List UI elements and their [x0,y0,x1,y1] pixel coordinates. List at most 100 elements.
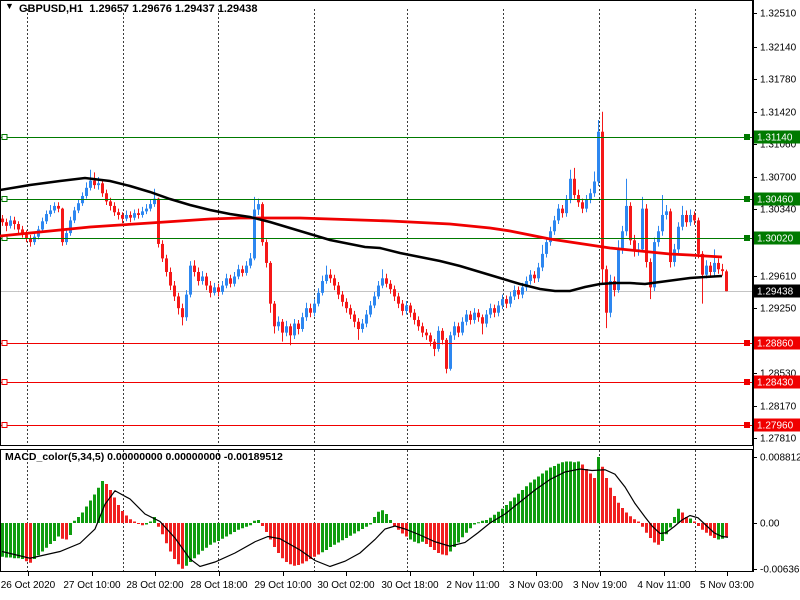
candle-body [529,274,532,282]
candle-body [589,193,592,200]
candle-body [221,285,224,292]
macd-histogram-bar [33,523,36,559]
symbol-dropdown-icon[interactable]: ▼ [5,1,14,11]
support-resistance-line-green-right-handle[interactable] [744,134,750,140]
support-resistance-line-green-left-handle[interactable] [1,134,8,140]
time-tick-label: 3 Nov 03:00 [509,580,563,591]
time-tick-label: 28 Oct 18:00 [190,580,248,591]
macd-histogram-bar [29,523,32,563]
candle-body [701,253,704,275]
price-tick-label: 1.28170 [760,402,797,413]
macd-histogram-bar [357,523,360,532]
macd-histogram-bar [605,478,608,523]
macd-histogram-bar [541,473,544,523]
macd-histogram-bar [421,523,424,542]
current-bid-price-box [754,284,800,298]
price-tick-label: 1.28530 [760,369,797,380]
macd-histogram-bar [9,523,12,558]
support-resistance-line-green-right-handle[interactable] [744,235,750,241]
candle-body [373,296,376,306]
moving-average-red [0,216,723,259]
macd-histogram-bar [17,523,20,559]
candle-body [237,269,240,277]
candle-body [105,193,108,202]
candle-body [189,265,192,295]
current-bid-price-label: 1.29438 [757,287,794,298]
candle-body [205,276,208,286]
candle-body [665,211,668,215]
candle-body [353,314,356,322]
support-resistance-line-red-left-handle[interactable] [1,379,8,385]
candle-body [557,208,560,221]
macd-histogram-bar [577,461,580,523]
macd-histogram-bar [145,523,148,525]
macd-histogram-bar [529,482,532,523]
support-resistance-line-green-left-handle[interactable] [1,196,8,202]
candle-body [73,210,76,221]
macd-histogram-bar [601,466,604,523]
price-tick-label: 1.30340 [760,205,797,216]
candle-body [461,321,464,333]
macd-histogram-bar [701,523,704,530]
chart-title-ohlc: GBPUSD,H1 1.29657 1.29676 1.29437 1.2943… [19,3,258,15]
macd-histogram-bar [301,523,304,564]
macd-histogram-bar [197,523,200,555]
candle-body [113,205,116,213]
candle-body [417,319,420,327]
time-tick-label: 27 Oct 10:00 [63,580,121,591]
macd-histogram-bar [13,523,16,559]
macd-histogram-bar [561,462,564,523]
macd-histogram-bar [445,523,448,556]
candle-body [69,220,72,234]
candle-body [625,205,628,232]
macd-histogram-bar [509,501,512,523]
macd-histogram-bar [109,490,112,523]
candle-body [601,131,604,270]
support-resistance-line-red-right-handle[interactable] [744,422,750,428]
candle-body [725,271,728,292]
candle-body [285,326,288,333]
macd-histogram-bar [661,523,664,541]
macd-histogram-bar [453,523,456,547]
macd-histogram-bar [557,463,560,523]
time-tick-label: 28 Oct 02:00 [126,580,184,591]
macd-histogram-bar [169,523,172,552]
candle-body [409,305,412,313]
macd-histogram-bar [253,520,256,523]
macd-histogram-bar [173,523,176,559]
support-resistance-line-red-right-handle[interactable] [744,379,750,385]
macd-histogram-bar [705,523,708,533]
candle-body [161,243,164,259]
candle-body [317,292,320,304]
macd-histogram-bar [149,521,152,523]
support-resistance-line-red-right-handle[interactable] [744,340,750,346]
support-resistance-line-green-right-handle[interactable] [744,196,750,202]
candle-body [249,258,252,266]
price-tick-label: 1.31780 [760,75,797,86]
macd-histogram-bar [377,511,380,523]
macd-histogram-bar [141,523,144,526]
candle-body [197,271,200,282]
candle-body [709,265,712,272]
candle-body [149,204,152,209]
macd-histogram-bar [693,521,696,523]
macd-histogram-bar [545,470,548,523]
support-resistance-line-red-left-handle[interactable] [1,340,8,346]
time-tick-label: 4 Nov 11:00 [637,580,691,591]
candle-body [61,208,64,243]
macd-histogram-bar [157,523,160,527]
macd-histogram-bar [725,523,728,538]
macd-histogram-bar [609,487,612,523]
candle-body [381,278,384,286]
candle-body [469,314,472,320]
macd-histogram-bar [565,461,568,523]
macd-histogram-bar [97,487,100,523]
candle-body [565,199,568,214]
macd-histogram-bar [261,523,264,526]
support-resistance-line-red-left-handle[interactable] [1,422,8,428]
candle-body [289,326,292,336]
macd-histogram-bar [629,516,632,523]
macd-histogram-bar [717,523,720,540]
